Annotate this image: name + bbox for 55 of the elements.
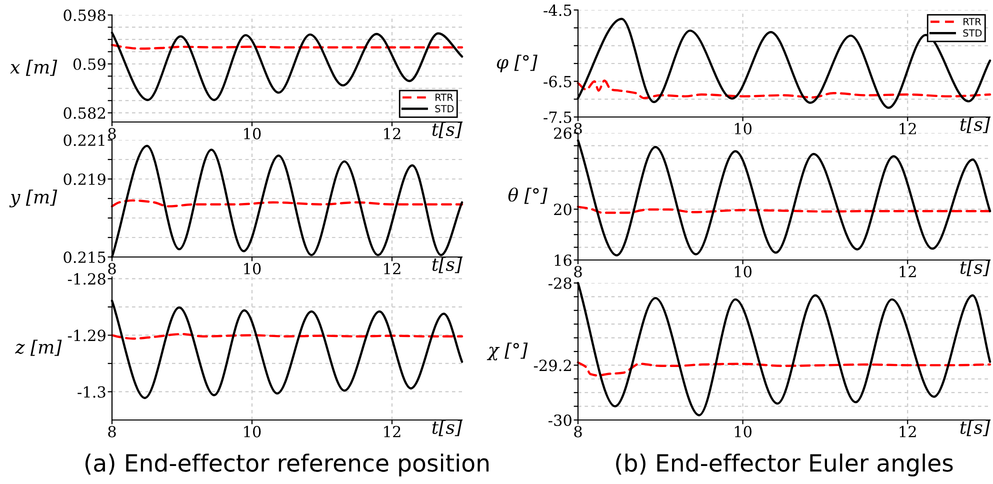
x-tick-label: 12 — [900, 426, 916, 438]
x-axis-title: t[s] — [960, 260, 990, 276]
y-tick-label: 0.219 — [64, 173, 106, 186]
text: (a) End-effector reference position — [85, 454, 489, 476]
y-tick-label: -7.5 — [544, 112, 572, 124]
x-tick-label: 12 — [900, 266, 916, 278]
y-tick-label: -1.29 — [68, 330, 106, 342]
x-axis-title: t[s] — [432, 257, 462, 274]
y-axis-title: φ [°] — [496, 54, 538, 72]
y-tick-label: -6.5 — [544, 76, 572, 88]
x-tick-label: 8 — [108, 128, 116, 140]
y-axis-title: z [m] — [15, 340, 62, 356]
x-tick-label: 10 — [244, 128, 261, 140]
x-tick-label: 8 — [108, 262, 116, 274]
legend-label: RTR — [436, 94, 454, 101]
legend-label: RTR — [964, 18, 982, 26]
legend-label: STD — [963, 29, 982, 37]
x-tick-label: 12 — [384, 262, 400, 274]
x-axis-title: t[s] — [960, 117, 990, 134]
y-axis-title: y [m] — [9, 190, 58, 208]
line-series — [576, 80, 992, 100]
y-axis-title: θ [°] — [508, 188, 548, 204]
y-tick-label: 16 — [554, 254, 572, 266]
y-tick-label: 0.582 — [64, 107, 105, 119]
y-tick-label: 0.598 — [64, 9, 106, 22]
x-tick-label: 12 — [384, 128, 400, 140]
x-tick-label: 8 — [108, 426, 116, 438]
x-tick-label: 10 — [734, 426, 752, 438]
x-tick-label: 8 — [574, 266, 582, 278]
x-axis-title: t[s] — [432, 122, 462, 138]
x-tick-label: 12 — [900, 122, 916, 134]
line-series — [576, 361, 992, 377]
x-tick-label: 10 — [244, 426, 261, 438]
x-tick-label: 10 — [734, 266, 752, 278]
y-tick-label: -29.2 — [534, 360, 571, 372]
x-tick-label: 10 — [244, 262, 261, 274]
text: (b) End-effector Euler angles — [616, 454, 953, 476]
y-tick-label: -28 — [548, 277, 572, 290]
x-tick-label: 10 — [734, 122, 752, 134]
x-tick-label: 8 — [574, 426, 582, 438]
legend-label: STD — [435, 104, 454, 112]
y-tick-label: 26 — [554, 127, 572, 140]
y-axis-title: x [m] — [10, 60, 58, 76]
y-tick-label: 20 — [554, 204, 572, 216]
y-tick-label: 0.59 — [73, 58, 106, 70]
y-tick-label: -4.5 — [544, 4, 572, 16]
y-axis-title: χ [°] — [486, 342, 528, 360]
y-tick-label: -30 — [548, 414, 572, 426]
y-tick-label: -1.28 — [68, 273, 106, 285]
x-axis-title: t[s] — [960, 420, 990, 436]
y-tick-label: 0.215 — [64, 251, 106, 264]
y-tick-label: 0.221 — [64, 134, 104, 146]
x-axis-title: t[s] — [432, 420, 462, 436]
y-tick-label: -1.3 — [78, 386, 106, 398]
x-tick-label: 12 — [384, 426, 400, 438]
